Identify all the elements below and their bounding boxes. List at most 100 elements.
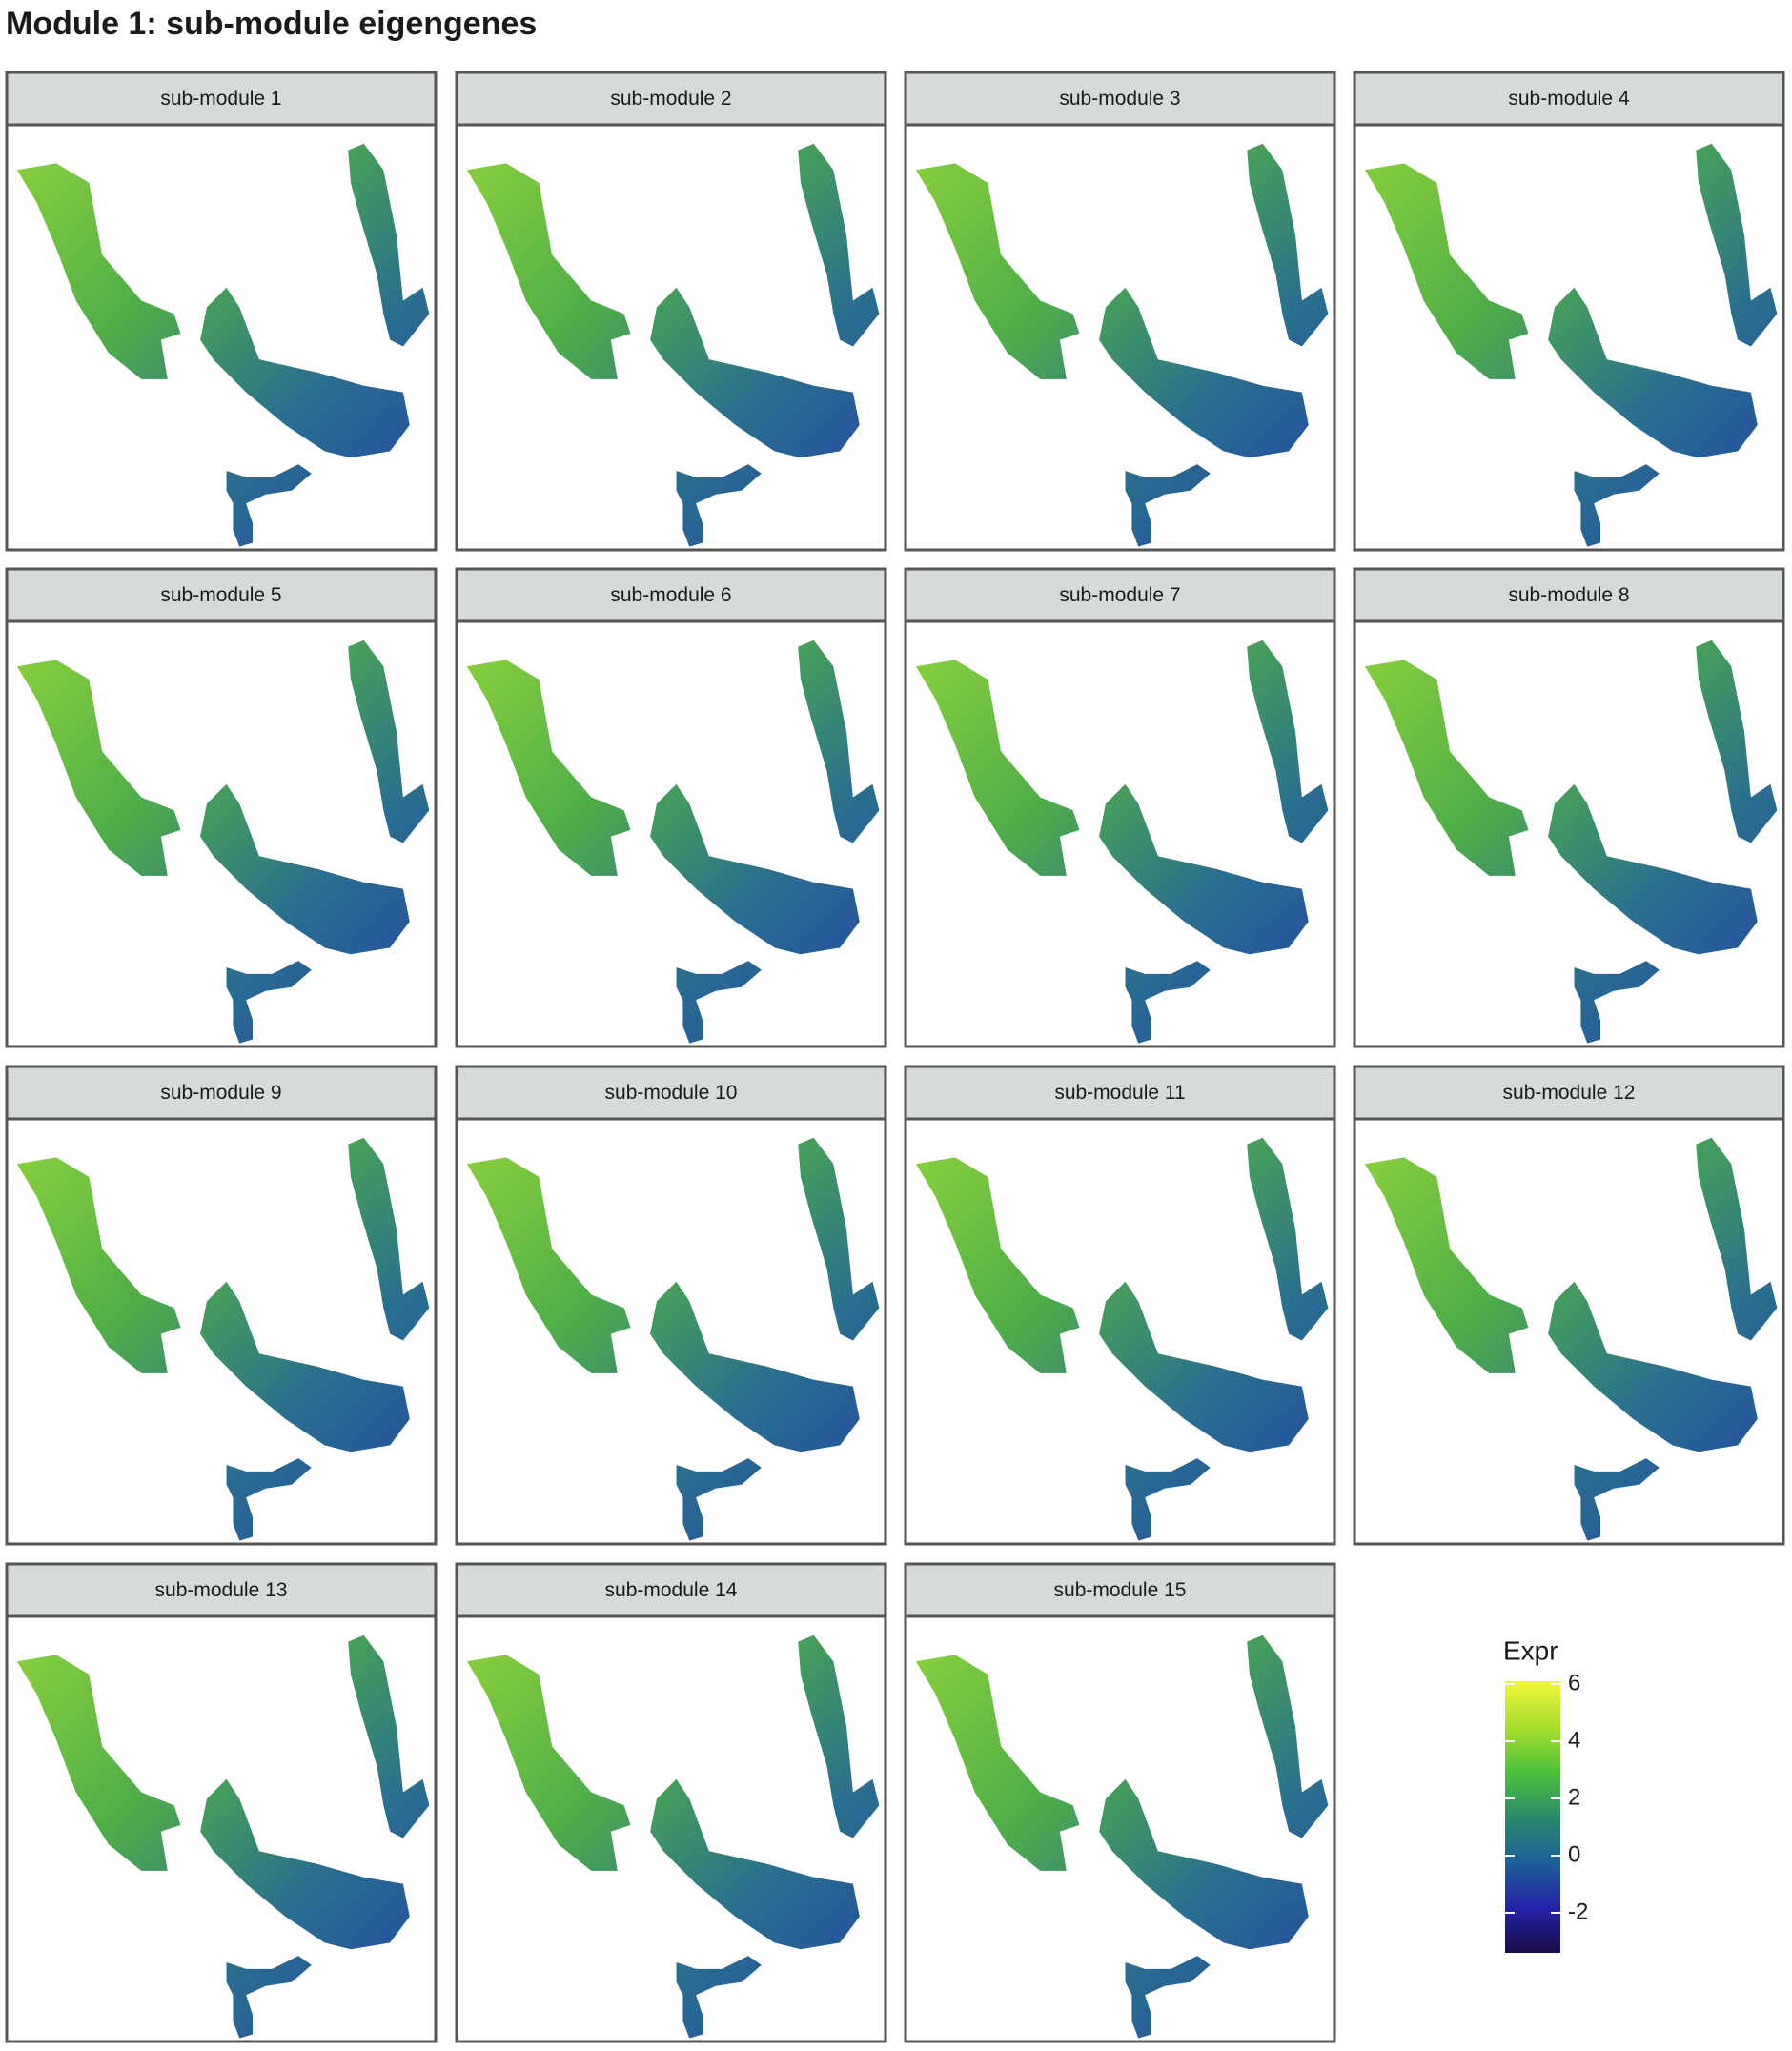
facet-panel: sub-module 8 [1353, 567, 1785, 1048]
facet-panel: sub-module 3 [904, 71, 1336, 552]
strip-label: sub-module 11 [1054, 1082, 1185, 1104]
tissue-region [1125, 1458, 1211, 1541]
tissue-region [676, 1458, 762, 1541]
strip-label: sub-module 4 [1508, 88, 1630, 110]
tissue-region [200, 287, 410, 458]
tissue-region [1574, 961, 1660, 1044]
tissue [1364, 143, 1778, 547]
tissue-region [1574, 464, 1660, 547]
tissue-region [1125, 464, 1211, 547]
strip [5, 1065, 438, 1121]
tissue-region [466, 1157, 631, 1373]
strip [1353, 71, 1785, 127]
tissue [16, 1635, 430, 2039]
tissue-region [1247, 143, 1329, 347]
tissue-region [200, 1281, 410, 1452]
strip-label: sub-module 1 [160, 88, 281, 110]
colorbar-title: Expr [1503, 1635, 1558, 1665]
tissue-region [348, 143, 430, 347]
strip [1353, 1065, 1785, 1121]
facet-panel: sub-module 1 [5, 71, 438, 552]
colorbar [1505, 1681, 1560, 1953]
tissue-region [16, 1157, 181, 1373]
strip [904, 1562, 1336, 1618]
strip [455, 1065, 887, 1121]
strip-label: sub-module 3 [1059, 88, 1180, 110]
strip-label: sub-module 2 [610, 88, 731, 110]
tissue [16, 143, 430, 547]
tissue [1364, 640, 1778, 1044]
strip [5, 1562, 438, 1618]
tissue-region [1696, 1137, 1778, 1341]
strip [904, 567, 1336, 623]
tissue [915, 1137, 1329, 1541]
tissue-region [915, 1655, 1080, 1871]
tissue-region [226, 1458, 312, 1541]
strip-label: sub-module 10 [605, 1082, 738, 1104]
tissue-region [798, 1137, 880, 1341]
strip [455, 71, 887, 127]
tissue [466, 1137, 880, 1541]
tissue-region [1099, 783, 1309, 955]
tissue-region [915, 1157, 1080, 1373]
tissue-region [1696, 143, 1778, 347]
tissue-region [226, 961, 312, 1044]
colorbar-tick-label: 0 [1568, 1841, 1580, 1867]
tissue-region [1099, 1778, 1309, 1950]
facet-panel: sub-module 5 [5, 567, 438, 1048]
tissue-region [200, 1778, 410, 1950]
facet-panel: sub-module 13 [5, 1562, 438, 2043]
strip-label: sub-module 13 [155, 1579, 288, 1601]
colorbar-tick-label: -2 [1568, 1899, 1588, 1924]
tissue [466, 1635, 880, 2039]
tissue [1364, 1137, 1778, 1541]
tissue-region [466, 660, 631, 876]
tissue-region [1574, 1458, 1660, 1541]
strip-label: sub-module 8 [1508, 584, 1629, 606]
tissue-region [915, 163, 1080, 379]
strip [1353, 567, 1785, 623]
chart-title: Module 1: sub-module eigengenes [6, 6, 537, 42]
facet-panel: sub-module 2 [455, 71, 887, 552]
tissue-region [798, 143, 880, 347]
facet-panel: sub-module 7 [904, 567, 1336, 1048]
tissue-region [16, 660, 181, 876]
tissue-region [915, 660, 1080, 876]
strip [5, 71, 438, 127]
tissue-region [466, 163, 631, 379]
tissue-region [466, 1655, 631, 1871]
tissue-region [798, 640, 880, 843]
tissue-region [650, 1281, 860, 1452]
tissue [466, 143, 880, 547]
tissue-region [650, 287, 860, 458]
tissue-region [16, 163, 181, 379]
tissue-region [1125, 1956, 1211, 2039]
strip-label: sub-module 12 [1503, 1082, 1636, 1104]
colorbar-tick-label: 6 [1568, 1670, 1580, 1696]
tissue-region [1364, 660, 1529, 876]
strip [455, 567, 887, 623]
strip-label: sub-module 9 [160, 1082, 281, 1104]
tissue-region [1364, 1157, 1529, 1373]
tissue-region [1099, 1281, 1309, 1452]
tissue-region [348, 1137, 430, 1341]
strip [455, 1562, 887, 1618]
strip-label: sub-module 5 [160, 584, 281, 606]
tissue-region [348, 1635, 430, 1838]
tissue [915, 143, 1329, 547]
tissue-region [1364, 163, 1529, 379]
tissue-region [226, 1956, 312, 2039]
tissue [915, 1635, 1329, 2039]
strip-label: sub-module 7 [1059, 584, 1180, 606]
tissue-region [798, 1635, 880, 1838]
tissue [915, 640, 1329, 1044]
strip [5, 567, 438, 623]
strip-label: sub-module 15 [1054, 1579, 1187, 1601]
tissue-region [1696, 640, 1778, 843]
tissue-region [676, 464, 762, 547]
tissue-region [1099, 287, 1309, 458]
facet-panel: sub-module 9 [5, 1065, 438, 1546]
tissue-region [1125, 961, 1211, 1044]
facet-panel: sub-module 10 [455, 1065, 887, 1546]
